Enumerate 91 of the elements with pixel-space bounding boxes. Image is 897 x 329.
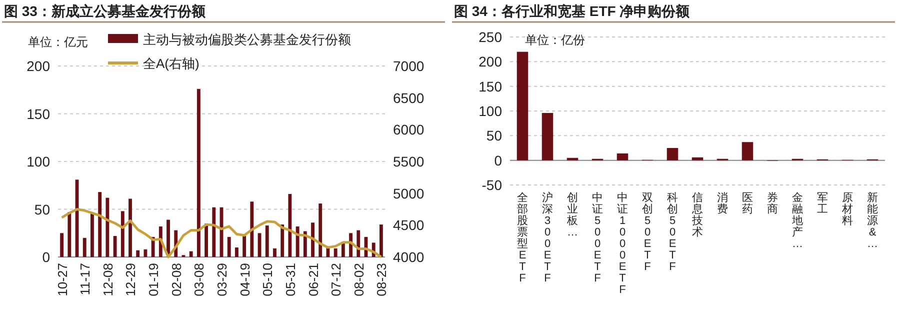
- bar: [82, 238, 86, 257]
- x-tick-label: 科创50ETF: [667, 192, 678, 273]
- y2-tick-label: 6000: [393, 122, 424, 138]
- bar: [68, 212, 72, 257]
- bar: [666, 148, 678, 160]
- y-tick-label: 200: [26, 58, 50, 74]
- y-tick-label: 50: [486, 128, 502, 144]
- bar: [311, 222, 314, 257]
- x-tick-label: 消费: [717, 191, 728, 216]
- chart-title: 图 34：各行业和宽基 ETF 净申购份额: [454, 3, 691, 19]
- y-tick-label: 150: [478, 78, 502, 94]
- bar: [242, 236, 246, 257]
- bar: [60, 233, 64, 257]
- x-tick-label: 创业板…: [566, 192, 578, 238]
- bar: [120, 211, 124, 257]
- category-label: 中证1000ETF: [617, 192, 628, 296]
- bar: [235, 247, 238, 257]
- x-tick-label: 06-21: [306, 263, 321, 296]
- y2-tick-label: 5500: [393, 154, 424, 170]
- bar: [341, 242, 345, 257]
- x-tick-label: 03-08: [192, 263, 207, 296]
- y2-tick-label: 4500: [393, 217, 424, 234]
- bar: [196, 88, 200, 257]
- x-tick-label: 12-29: [123, 263, 138, 296]
- x-tick-label: 中证500ETF: [592, 191, 603, 284]
- x-tick-label: 04-19: [237, 263, 252, 296]
- bar: [516, 52, 528, 160]
- y-tick-label: 200: [478, 54, 502, 70]
- y-tick-label: 50: [34, 201, 50, 218]
- y-tick-label: 0: [42, 249, 50, 265]
- y-tick-label: 250: [478, 29, 502, 45]
- y2-tick-label: 5000: [393, 185, 424, 202]
- y2-tick-label: 6500: [393, 90, 424, 106]
- y-tick-label: 100: [26, 154, 50, 170]
- x-tick-label: 11-17: [78, 263, 93, 296]
- annotation: 单位：亿份: [525, 33, 585, 47]
- bar: [227, 236, 231, 257]
- bar: [334, 248, 338, 257]
- chart-title: 图 33：新成立公募基金发行份额: [4, 3, 206, 19]
- x-tick-label: 原材料: [841, 192, 853, 227]
- x-tick-label: 12-08: [100, 263, 116, 296]
- x-tick-label: 金融地产…: [791, 192, 803, 250]
- bar: [212, 207, 216, 257]
- x-tick-label: 医药: [742, 192, 753, 216]
- bar: [189, 251, 193, 257]
- x-tick-label: 02-08: [168, 263, 184, 296]
- x-tick-label: 全部股票型ETF: [517, 192, 528, 284]
- bar: [318, 204, 322, 257]
- x-tick-label: 08-02: [351, 263, 366, 296]
- bar: [296, 226, 300, 257]
- bar: [106, 198, 110, 257]
- bar: [250, 202, 254, 257]
- x-tick-label: 券商: [767, 191, 778, 216]
- bar: [265, 225, 269, 257]
- y-tick-label: -50: [482, 177, 502, 193]
- x-tick-label: 05-10: [260, 263, 276, 296]
- x-tick-label: 信息技术: [691, 192, 703, 238]
- bar: [692, 157, 704, 160]
- bar: [98, 192, 102, 257]
- x-tick-label: 05-31: [282, 263, 298, 296]
- x-tick-label: 08-23: [374, 263, 390, 296]
- bar: [90, 213, 94, 257]
- bar: [273, 248, 276, 257]
- bar: [542, 112, 554, 160]
- y-tick-label: 150: [26, 106, 50, 122]
- bar: [616, 153, 628, 160]
- bar: [742, 142, 754, 160]
- bar: [280, 224, 284, 257]
- bar: [288, 194, 292, 257]
- text: 单位：亿元: [28, 35, 88, 49]
- bar: [144, 249, 148, 257]
- bar: [566, 158, 578, 160]
- x-tick-label: 沪深300ETF: [542, 191, 553, 284]
- x-tick-label: 10-27: [54, 263, 70, 296]
- y2-tick-label: 4000: [393, 249, 424, 265]
- legend-label: 主动与被动偏股类公募基金发行份额: [143, 32, 351, 47]
- y-tick-label: 0: [494, 152, 502, 168]
- bar: [204, 224, 208, 257]
- x-tick-label: 军工: [817, 192, 828, 216]
- y-tick-label: 100: [478, 103, 502, 119]
- x-tick-label: 双创50ETF: [642, 192, 653, 273]
- line-series: [60, 208, 382, 258]
- x-tick-label: 03-29: [214, 263, 230, 296]
- x-tick-label: 01-19: [146, 263, 162, 296]
- bar: [136, 250, 140, 257]
- x-tick-label: 新能源&…: [867, 191, 878, 250]
- x-tick-label: 07-12: [328, 263, 344, 296]
- bar: [379, 224, 383, 257]
- y2-tick-label: 7000: [393, 58, 424, 74]
- legend-label: 全A(右轴): [143, 56, 200, 71]
- bar: [128, 198, 132, 257]
